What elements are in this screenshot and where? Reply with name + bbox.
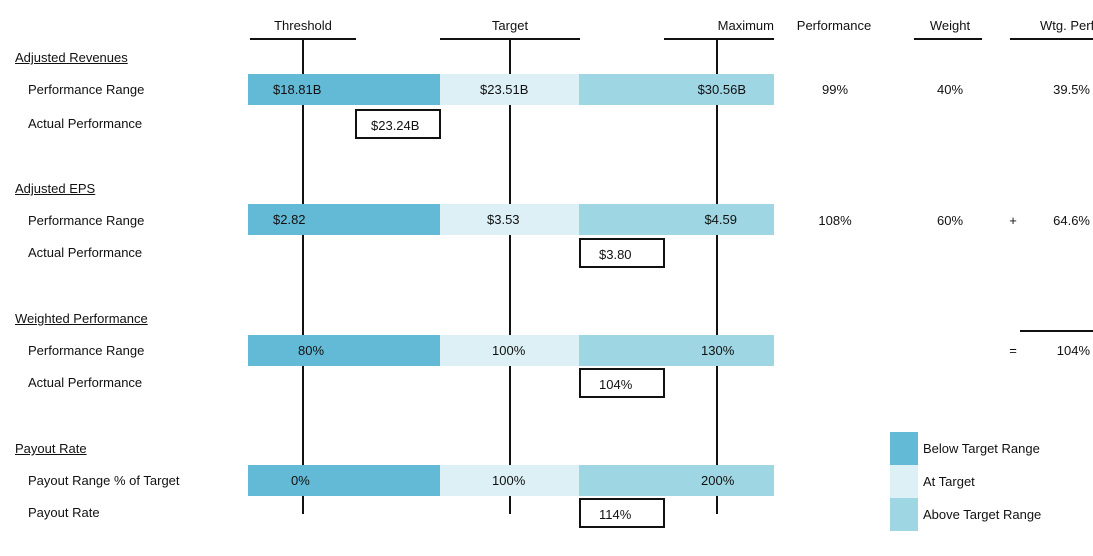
legend-label-at: At Target: [923, 474, 975, 489]
target-cell: 100%: [440, 465, 579, 496]
header-target: Target: [491, 18, 529, 33]
actual-marker-box: $23.24B: [355, 109, 441, 139]
target-value: $23.51B: [480, 82, 529, 97]
performance-value: 108%: [818, 213, 852, 228]
row-label-performance-range: Performance Range: [28, 82, 145, 97]
section-title-adjusted-eps: Adjusted EPS: [15, 181, 96, 196]
maximum-cell: $30.56B: [579, 74, 774, 105]
row-label-payout-rate: Payout Rate: [28, 505, 100, 520]
threshold-guide-line: [302, 38, 304, 514]
row-label-actual-performance: Actual Performance: [28, 116, 143, 131]
legend-swatch-below: [890, 432, 918, 465]
legend-label-below: Below Target Range: [923, 441, 1040, 456]
maximum-cell: $4.59: [579, 204, 774, 235]
target-value: 100%: [492, 343, 526, 358]
target-value: 100%: [492, 473, 526, 488]
wtg-perf-value: 64.6%: [1053, 213, 1090, 228]
weight-value: 60%: [936, 213, 964, 228]
target-guide-line: [509, 38, 511, 514]
row-label-performance-range: Performance Range: [28, 213, 145, 228]
performance-value: 99%: [821, 82, 849, 97]
header-maximum-rule: [664, 38, 774, 40]
wtg-perf-value: 39.5%: [1053, 82, 1090, 97]
legend-swatch-above: [890, 498, 918, 531]
maximum-cell: 200%: [579, 465, 774, 496]
threshold-cell: 0%: [248, 465, 440, 496]
maximum-guide-line: [716, 38, 718, 514]
header-wtg-perf: Wtg. Perf.: [1040, 18, 1093, 33]
threshold-value: 0%: [291, 473, 310, 488]
header-weight: Weight: [929, 18, 971, 33]
actual-marker-box: 114%: [579, 498, 665, 528]
threshold-cell: $18.81B: [248, 74, 440, 105]
legend-swatch-at: [890, 465, 918, 498]
row-label-performance-range: Performance Range: [28, 343, 145, 358]
threshold-cell: 80%: [248, 335, 440, 366]
actual-marker-box: 104%: [579, 368, 665, 398]
header-maximum: Maximum: [717, 18, 774, 33]
actual-marker-box: $3.80: [579, 238, 665, 268]
equals-operator: =: [1009, 343, 1017, 358]
threshold-value: $2.82: [273, 212, 306, 227]
maximum-value: $30.56B: [697, 82, 746, 97]
row-label-actual-performance: Actual Performance: [28, 375, 143, 390]
row-label-actual-performance: Actual Performance: [28, 245, 143, 260]
target-value: $3.53: [487, 212, 520, 227]
target-cell: $23.51B: [440, 74, 579, 105]
row-label-payout-range: Payout Range % of Target: [28, 473, 180, 488]
section-title-payout-rate: Payout Rate: [15, 441, 87, 456]
target-cell: 100%: [440, 335, 579, 366]
threshold-value: 80%: [298, 343, 325, 358]
threshold-value: $18.81B: [273, 82, 322, 97]
header-wtg-perf-rule: [1010, 38, 1093, 40]
legend-label-above: Above Target Range: [923, 507, 1042, 522]
wtg-perf-total: 104%: [1056, 343, 1090, 358]
plus-operator: +: [1009, 213, 1017, 228]
maximum-cell: 130%: [579, 335, 774, 366]
section-title-weighted-performance: Weighted Performance: [15, 311, 148, 326]
header-weight-rule: [914, 38, 982, 40]
header-threshold: Threshold: [274, 18, 332, 33]
header-performance: Performance: [796, 18, 872, 33]
weight-value: 40%: [936, 82, 964, 97]
threshold-cell: $2.82: [248, 204, 440, 235]
sum-rule: [1020, 330, 1093, 332]
target-cell: $3.53: [440, 204, 579, 235]
maximum-value: 200%: [701, 473, 735, 488]
maximum-value: $4.59: [704, 212, 737, 227]
maximum-value: 130%: [701, 343, 735, 358]
section-title-adjusted-revenues: Adjusted Revenues: [15, 50, 128, 65]
